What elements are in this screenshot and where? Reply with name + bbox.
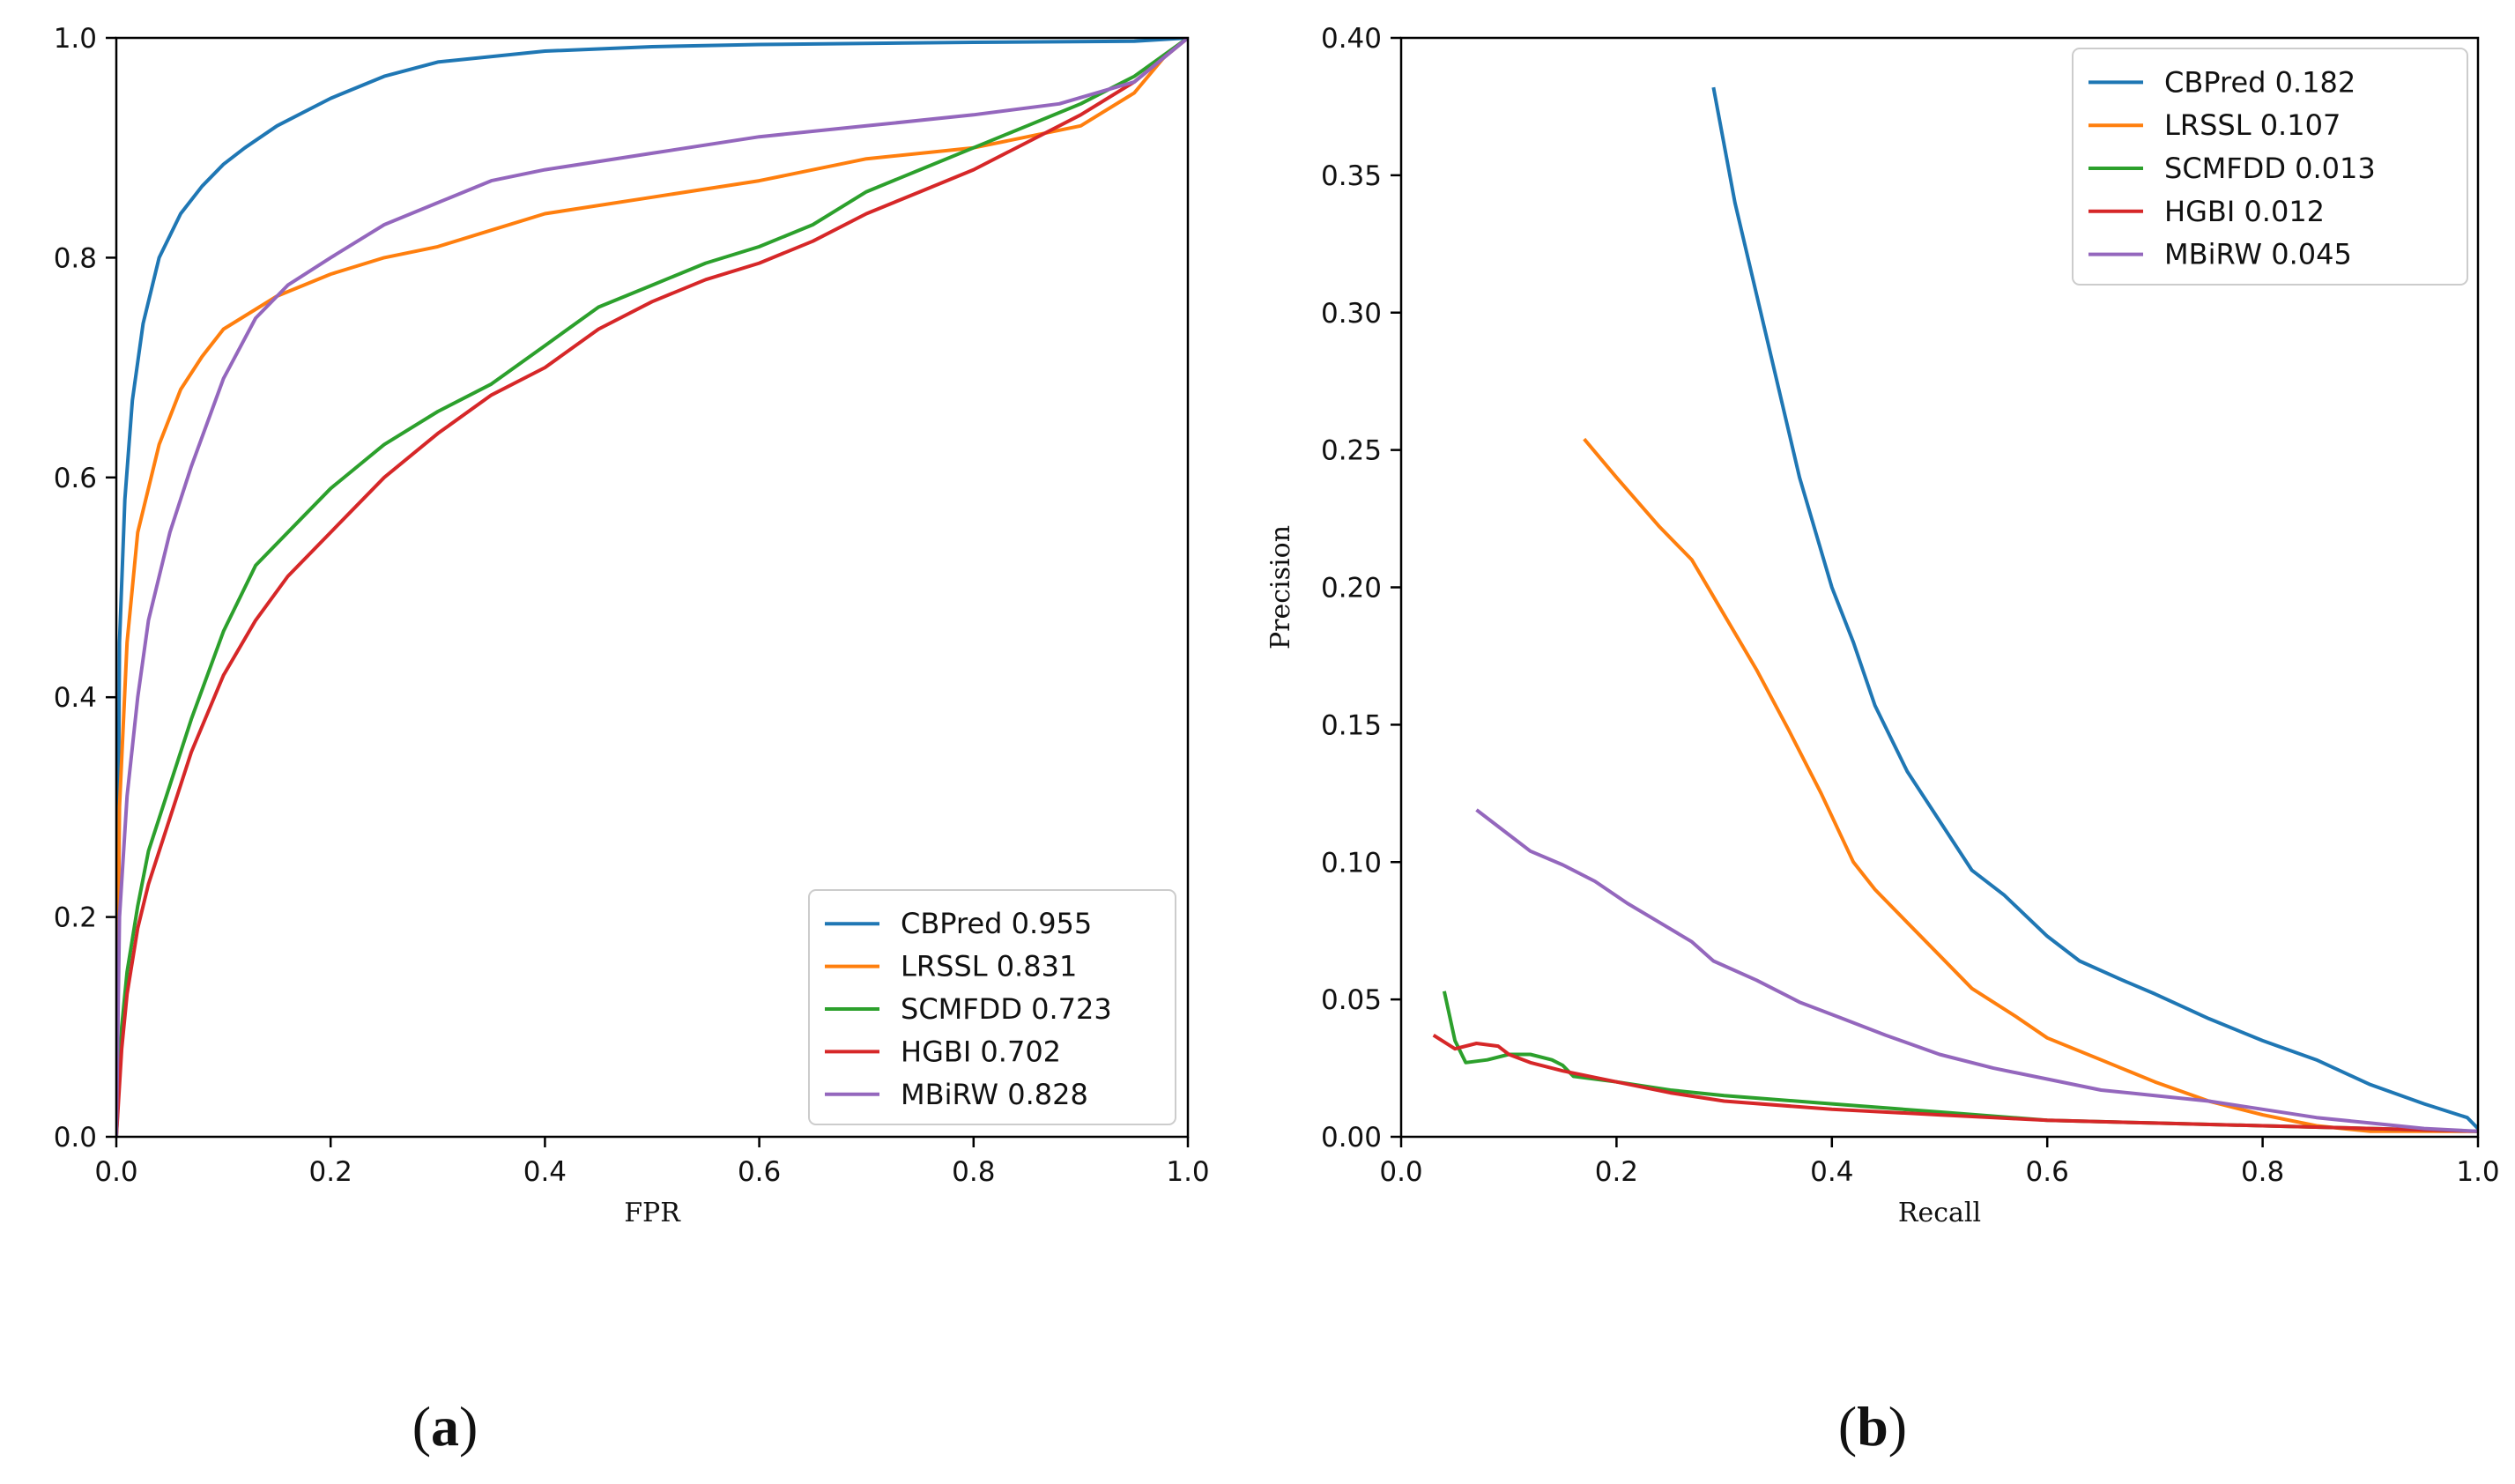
y-tick-label: 0.00 xyxy=(1321,1122,1382,1154)
legend-label: MBiRW 0.828 xyxy=(901,1078,1088,1111)
series-line-hgbi xyxy=(1432,1034,2478,1133)
x-tick-label: 0.2 xyxy=(309,1156,352,1188)
y-tick-label: 0.05 xyxy=(1321,984,1382,1016)
legend: CBPred 0.182 LRSSL 0.107 SCMFDD 0.013 HGBI … xyxy=(2072,48,2468,286)
legend-label: LRSSL 0.831 xyxy=(901,950,1077,983)
legend-box xyxy=(808,889,1176,1125)
legend: CBPred 0.955 LRSSL 0.831 SCMFDD 0.723 HGBI … xyxy=(808,889,1176,1125)
x-tick-label: 0.6 xyxy=(738,1156,781,1188)
x-tick-label: 0.0 xyxy=(1379,1156,1422,1188)
legend-label: SCMFDD 0.723 xyxy=(901,992,1112,1026)
pr-chart: 0.0 0.2 0.4 0.6 0.8 1.0 0.00 0.05 0.10 0.15 0.20 0.… xyxy=(1265,23,2500,1458)
legend-label: SCMFDD 0.013 xyxy=(2164,152,2376,185)
roc-chart: 0.0 0.2 0.4 0.6 0.8 1.0 0.0 0.2 0.4 0.6 0.8 1.0 FPR C… xyxy=(54,23,1210,1458)
series-lines xyxy=(1432,86,2478,1133)
x-tick-label: 0.4 xyxy=(523,1156,567,1188)
series-lines xyxy=(116,38,1188,1137)
series-line-hgbi xyxy=(116,38,1188,1137)
x-tick-label: 0.8 xyxy=(952,1156,995,1188)
panel-label-part: ( xyxy=(1838,1395,1857,1458)
x-tick-label: 0.0 xyxy=(94,1156,137,1188)
legend-label: LRSSL 0.107 xyxy=(2164,108,2341,142)
y-tick-label: 1.0 xyxy=(54,23,97,55)
x-tick-label: 0.2 xyxy=(1595,1156,1638,1188)
x-tick-label: 0.4 xyxy=(1810,1156,1853,1188)
y-tick-label: 0.4 xyxy=(54,682,97,714)
legend-label: HGBI 0.012 xyxy=(2164,195,2325,228)
series-line-mbirw xyxy=(116,38,1188,1137)
x-tick-label: 0.8 xyxy=(2241,1156,2284,1188)
panel-label: (a) xyxy=(412,1395,479,1458)
series-line-lrssl xyxy=(116,38,1188,1137)
y-tick-label: 0.25 xyxy=(1321,435,1382,467)
series-line-cbpred xyxy=(1711,86,2478,1131)
y-tick-label: 0.20 xyxy=(1321,573,1382,605)
legend-label: CBPred 0.182 xyxy=(2164,65,2355,99)
x-axis-label: FPR xyxy=(624,1198,681,1228)
y-tick-label: 0.15 xyxy=(1321,709,1382,741)
legend-label: MBiRW 0.045 xyxy=(2164,238,2352,271)
y-axis-label: Precision xyxy=(1265,525,1296,649)
y-tick-label: 0.40 xyxy=(1321,23,1382,55)
legend-box xyxy=(2072,48,2468,286)
legend-label: HGBI 0.702 xyxy=(901,1035,1061,1068)
y-tick-label: 0.6 xyxy=(54,463,97,494)
y-tick-label: 0.0 xyxy=(54,1122,97,1154)
x-tick-label: 0.6 xyxy=(2026,1156,2069,1188)
panel-label-part: ) xyxy=(459,1395,478,1458)
series-line-lrssl xyxy=(1583,437,2478,1133)
y-tick-label: 0.30 xyxy=(1321,298,1382,330)
series-line-scmfdd xyxy=(116,38,1188,1137)
panel-label: (b) xyxy=(1838,1395,1907,1458)
y-tick-label: 0.35 xyxy=(1321,160,1382,192)
x-axis-label: Recall xyxy=(1898,1198,1981,1228)
series-line-mbirw xyxy=(1475,808,2478,1133)
x-tick-label: 1.0 xyxy=(1166,1156,1209,1188)
y-tick-label: 0.8 xyxy=(54,242,97,274)
y-tick-label: 0.10 xyxy=(1321,847,1382,879)
series-line-cbpred xyxy=(116,38,1188,1137)
plot-frame xyxy=(115,36,1190,1139)
panel-label-part: ( xyxy=(412,1395,431,1458)
legend-label: CBPred 0.955 xyxy=(901,907,1092,940)
panel-label-part: b xyxy=(1857,1395,1888,1458)
y-tick-label: 0.2 xyxy=(54,902,97,934)
panel-label-part: ) xyxy=(1888,1395,1907,1458)
x-tick-label: 1.0 xyxy=(2456,1156,2499,1188)
panel-label-part: a xyxy=(431,1395,459,1458)
